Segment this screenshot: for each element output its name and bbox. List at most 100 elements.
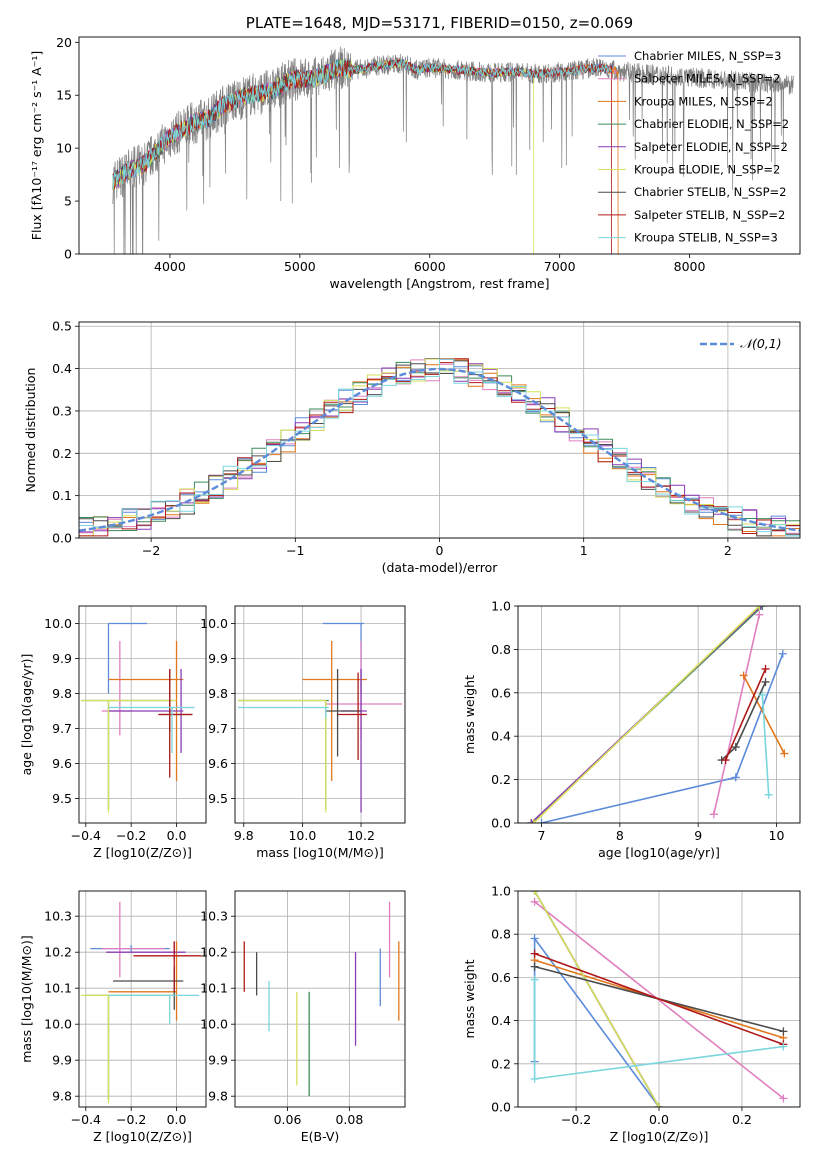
weight-marker-stelib_kroupa — [530, 1074, 539, 1083]
panel-residuals: −2 −1 0 1 2 0.0 0.1 0.2 0.3 0.4 0.5 (data-model)/er… — [23, 319, 801, 575]
y-tick-label: 10.2 — [44, 945, 72, 960]
panel-mass_vs_ebv: 0.06 0.08 9.8 9.9 10.0 10.1 10.2 10.3 E(B-V) — [200, 890, 406, 1144]
plot-area — [79, 358, 800, 537]
x-tick-label: 7000 — [544, 259, 576, 274]
y-tick-label: 9.8 — [52, 686, 72, 701]
y-tick-label: 0.6 — [491, 970, 511, 985]
weight-marker-elodie_kroupa — [655, 1103, 663, 1107]
x-axis-label: mass [log10(M/M⊙)] — [256, 845, 384, 860]
y-tick-label: 9.6 — [52, 756, 72, 771]
x-tick-label: −1 — [286, 543, 304, 558]
axes-frame — [517, 890, 801, 1108]
weight-line-miles_salpeter — [713, 614, 761, 815]
x-tick-label: 6000 — [414, 259, 446, 274]
panel-age_vs_mass: 9.8 10.0 10.2 9.5 9.6 9.7 9.8 9.9 10.0 mass [log1… — [200, 605, 406, 860]
weight-marker-stelib_chabrier — [779, 1027, 788, 1036]
legend-entry: Chabrier MILES, N_SSP=3 — [634, 49, 781, 63]
y-tick-label: 0.4 — [52, 361, 72, 376]
x-tick-label: 1 — [580, 543, 588, 558]
x-tick-label: −0.4 — [71, 828, 101, 843]
y-tick-label: 0.4 — [491, 729, 511, 744]
x-tick-label: 0.0 — [649, 1112, 669, 1127]
weight-marker-miles_kroupa — [780, 749, 789, 758]
axes-frame — [517, 605, 801, 824]
legend-entry: Chabrier STELIB, N_SSP=2 — [634, 185, 786, 199]
x-axis-label: E(B-V) — [301, 1129, 340, 1144]
weight-marker-stelib_kroupa — [758, 690, 767, 699]
x-tick-label: 0 — [436, 543, 444, 558]
plot-area — [81, 622, 195, 813]
y-tick-label: 0.3 — [52, 403, 72, 418]
axes-frame — [78, 605, 207, 824]
weight-line-miles_chabrier — [541, 653, 784, 823]
y-tick-label: 9.5 — [52, 791, 72, 806]
x-axis-label: age [log10(age/yr)] — [598, 845, 720, 860]
y-tick-label: 1.0 — [491, 599, 511, 614]
x-tick-label: 10.0 — [288, 828, 316, 843]
y-tick-label: 9.7 — [208, 721, 228, 736]
y-tick-label: 1.0 — [491, 884, 511, 899]
y-tick-label: 0.4 — [491, 1013, 511, 1028]
weight-marker-miles_salpeter — [530, 897, 539, 906]
y-tick-label: 0.8 — [491, 642, 511, 657]
weight-marker-stelib_chabrier — [530, 962, 539, 971]
legend-entry: Kroupa MILES, N_SSP=2 — [634, 94, 773, 108]
x-tick-label: 0.08 — [335, 1112, 363, 1127]
y-tick-label: 9.9 — [52, 651, 72, 666]
plot-area — [112, 46, 794, 254]
panel-mw_vs_Z: −0.2 0.0 0.2 0.0 0.2 0.4 0.6 0.8 1.0 Z [log10(Z/Z… — [462, 884, 801, 1144]
x-tick-label: −0.2 — [116, 828, 146, 843]
y-tick-label: 9.9 — [208, 1053, 228, 1068]
weight-marker-stelib_salpeter — [761, 664, 770, 673]
x-tick-label: 10.2 — [347, 828, 375, 843]
y-tick-label: 0.5 — [52, 319, 72, 334]
y-tick-label: 0.0 — [491, 816, 511, 831]
y-tick-label: 20 — [56, 35, 72, 50]
x-tick-label: −0.2 — [116, 1112, 146, 1127]
legend-entry: Kroupa ELODIE, N_SSP=2 — [634, 163, 780, 177]
y-tick-label: 0.0 — [491, 1100, 511, 1115]
y-tick-label: 0.6 — [491, 685, 511, 700]
panel-age_vs_Z: −0.4 −0.2 0.0 9.5 9.6 9.7 9.8 9.9 10.0 Z [log10(Z… — [19, 605, 207, 860]
x-tick-label: 5000 — [284, 259, 316, 274]
weight-marker-elodie_kroupa — [530, 891, 539, 895]
y-tick-label: 9.5 — [208, 791, 228, 806]
y-tick-label: 10.0 — [200, 1017, 228, 1032]
weight-marker-stelib_kroupa — [530, 975, 539, 984]
x-tick-label: 0.2 — [732, 1112, 752, 1127]
axes-frame — [234, 890, 406, 1108]
weight-marker-elodie_kroupa — [529, 819, 538, 823]
y-tick-label: 0.2 — [491, 1056, 511, 1071]
y-tick-label: 0.0 — [52, 531, 72, 546]
weight-line-miles_chabrier — [533, 936, 660, 1107]
x-tick-label: 10 — [769, 828, 785, 843]
plot-area — [243, 901, 400, 1097]
weight-marker-miles_chabrier — [778, 649, 787, 658]
weight-marker-stelib_salpeter — [721, 756, 730, 765]
weight-line-miles_salpeter — [534, 901, 784, 1100]
weight-marker-miles_salpeter — [779, 1094, 788, 1103]
y-tick-label: 10.1 — [200, 981, 228, 996]
x-tick-label: 9 — [694, 828, 702, 843]
weight-marker-elodie_salpeter — [756, 606, 765, 610]
x-tick-label: 8 — [616, 828, 624, 843]
weight-marker-miles_chabrier — [530, 934, 539, 943]
model-spectrum-stelib_salpeter — [112, 59, 612, 254]
y-axis-label: mass weight — [462, 675, 477, 754]
x-tick-label: 0.0 — [167, 828, 187, 843]
x-tick-label: 8000 — [674, 259, 706, 274]
y-axis-label: Flux [fλ10⁻¹⁷ erg cm⁻² s⁻¹ A⁻¹] — [29, 51, 44, 240]
weight-marker-miles_kroupa — [739, 671, 748, 680]
y-tick-label: 0 — [64, 247, 72, 262]
weight-marker-elodie_salpeter — [527, 819, 536, 823]
y-tick-label: 9.9 — [208, 651, 228, 666]
legend-entry: Salpeter ELODIE, N_SSP=2 — [634, 140, 788, 154]
y-axis-label: mass weight — [462, 959, 477, 1038]
axes-frame — [78, 36, 801, 255]
weight-line-stelib_salpeter — [724, 668, 767, 761]
weight-marker-miles_chabrier — [537, 819, 546, 823]
y-axis-label: age [log10(age/yr)] — [19, 654, 34, 776]
axes-frame — [234, 605, 406, 824]
y-tick-label: 10.0 — [44, 616, 72, 631]
y-tick-label: 10.1 — [44, 981, 72, 996]
